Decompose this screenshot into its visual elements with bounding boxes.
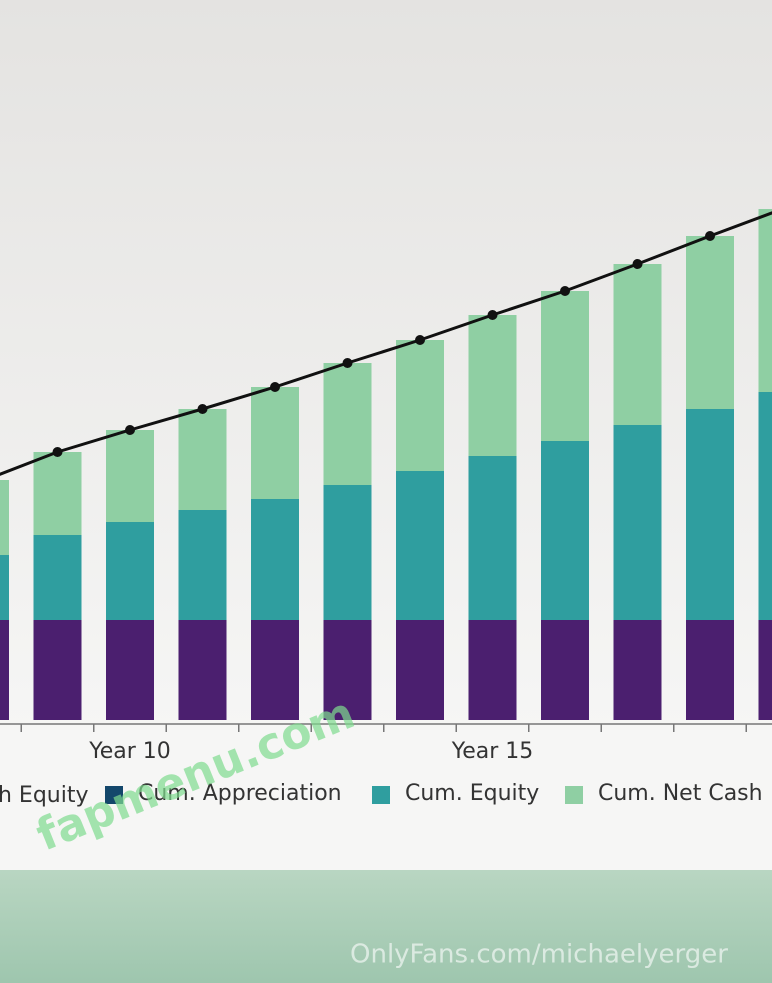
x-tick-label: Year 15 [451, 739, 534, 764]
bar-segment [686, 236, 734, 409]
legend-swatch [565, 786, 583, 804]
bar-segment [251, 387, 299, 499]
bar-segment [758, 209, 772, 392]
watermark: OnlyFans.com/michaelyerger [350, 940, 728, 970]
bar-segment [33, 535, 82, 620]
bar-segment [33, 620, 82, 720]
legend-label: Cum. Net Cash [598, 781, 763, 806]
line-point [270, 382, 280, 392]
line-point [560, 286, 570, 296]
line-point [197, 404, 208, 414]
bar-segment [323, 485, 372, 620]
legend-label: Cum. Equity [405, 781, 539, 806]
bar-segment [396, 340, 444, 471]
bar-segment [33, 452, 82, 535]
bar-segment [251, 499, 299, 620]
legend-label: Cum. Appreciation [138, 781, 342, 806]
bar-segment [758, 620, 772, 720]
line-point [632, 259, 643, 269]
x-tick-label: Year 10 [88, 739, 171, 764]
legend-swatch [105, 786, 123, 804]
bar-segment [178, 409, 227, 510]
legend-label: h Equity [0, 783, 89, 808]
line-point [342, 358, 353, 368]
bar-segment [178, 510, 227, 620]
screen-bezel [0, 870, 772, 983]
bar-segment [468, 456, 517, 620]
bar-segment [758, 392, 772, 620]
bar-segment [468, 315, 517, 456]
bar-segment [686, 409, 734, 620]
line-point [52, 447, 63, 457]
legend-swatch [372, 786, 390, 804]
bar-segment [541, 441, 589, 620]
bar-segment [686, 620, 734, 720]
bar-segment [106, 522, 154, 620]
bar-segment [541, 620, 589, 720]
bar-segment [396, 471, 444, 620]
bar-segment [0, 555, 9, 620]
bar-segment [541, 291, 589, 441]
bar-segment [251, 620, 299, 720]
plot: Year 10 Year 15 h Equity Cum. Appreciation C… [0, 209, 772, 808]
line [0, 211, 772, 476]
bar-segment [323, 363, 372, 485]
line-point [487, 310, 498, 320]
bar-segment [178, 620, 227, 720]
line-point [415, 335, 425, 345]
line-point [125, 425, 135, 435]
bar-segment [0, 620, 9, 720]
bar-segment [396, 620, 444, 720]
bar-segment [468, 620, 517, 720]
bar-segment [613, 264, 662, 425]
bar-segment [613, 620, 662, 720]
bar-segment [0, 480, 9, 555]
bar-segment [106, 430, 154, 522]
bar-segment [106, 620, 154, 720]
bar-segment [613, 425, 662, 620]
line-point [705, 231, 715, 241]
bar-segment [323, 620, 372, 720]
